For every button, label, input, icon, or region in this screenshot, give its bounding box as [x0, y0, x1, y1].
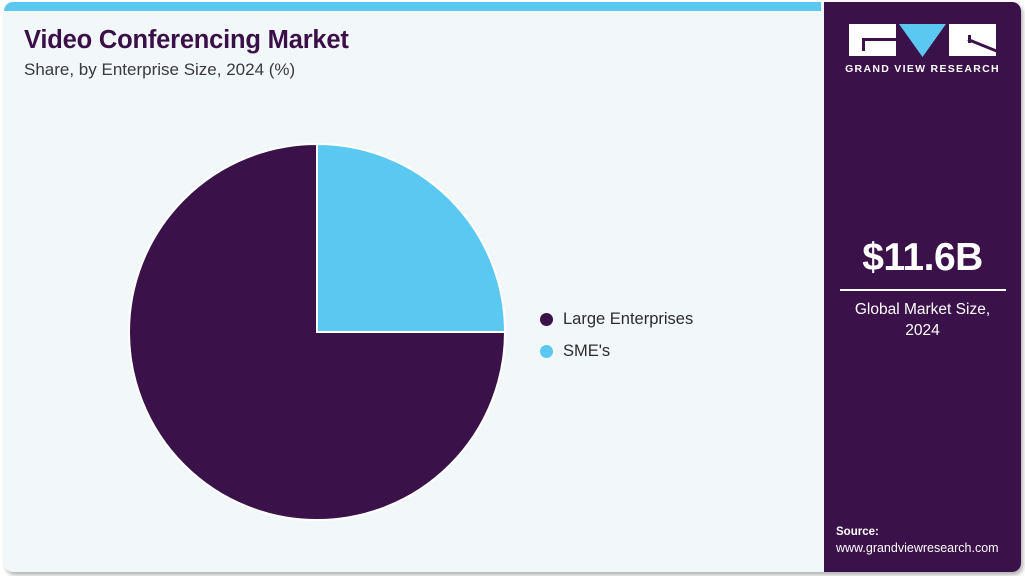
pie-chart	[125, 140, 509, 524]
stat-divider	[839, 289, 1006, 291]
brand-panel: GRAND VIEW RESEARCH $11.6B Global Market…	[824, 2, 1021, 572]
legend-color-swatch-icon	[540, 344, 553, 358]
key-stat-block: $11.6B Global Market Size, 2024	[832, 238, 1013, 342]
logo-wordmark: GRAND VIEW RESEARCH	[845, 63, 1000, 75]
logo-letter-r-icon	[949, 24, 996, 56]
page-title: Video Conferencing Market	[24, 26, 349, 54]
source-block: Source: www.grandviewresearch.com	[836, 524, 1015, 557]
chart-card: Video Conferencing Market Share, by Ente…	[4, 2, 1021, 572]
legend-item-large-enterprises[interactable]: Large Enterprises	[540, 303, 693, 335]
logo-letter-g-icon	[849, 24, 896, 56]
pie-chart-svg	[128, 142, 507, 521]
top-accent-bar	[4, 2, 821, 11]
market-size-label: Global Market Size, 2024	[854, 301, 991, 339]
logo-marks	[824, 24, 1021, 57]
source-url[interactable]: www.grandviewresearch.com	[836, 541, 999, 556]
market-size-value: $11.6B	[862, 236, 983, 279]
chart-legend: Large Enterprises SME's	[540, 303, 693, 367]
legend-color-swatch-icon	[540, 312, 553, 326]
source-label: Source:	[836, 526, 879, 539]
grand-view-research-logo: GRAND VIEW RESEARCH	[824, 24, 1021, 75]
pie-slice-smes[interactable]	[316, 142, 507, 333]
legend-item-label: SME's	[563, 341, 611, 360]
logo-letter-v-triangle-icon	[899, 24, 946, 57]
legend-item-label: Large Enterprises	[563, 309, 694, 328]
page-subtitle: Share, by Enterprise Size, 2024 (%)	[24, 60, 296, 79]
legend-item-smes[interactable]: SME's	[540, 335, 693, 367]
